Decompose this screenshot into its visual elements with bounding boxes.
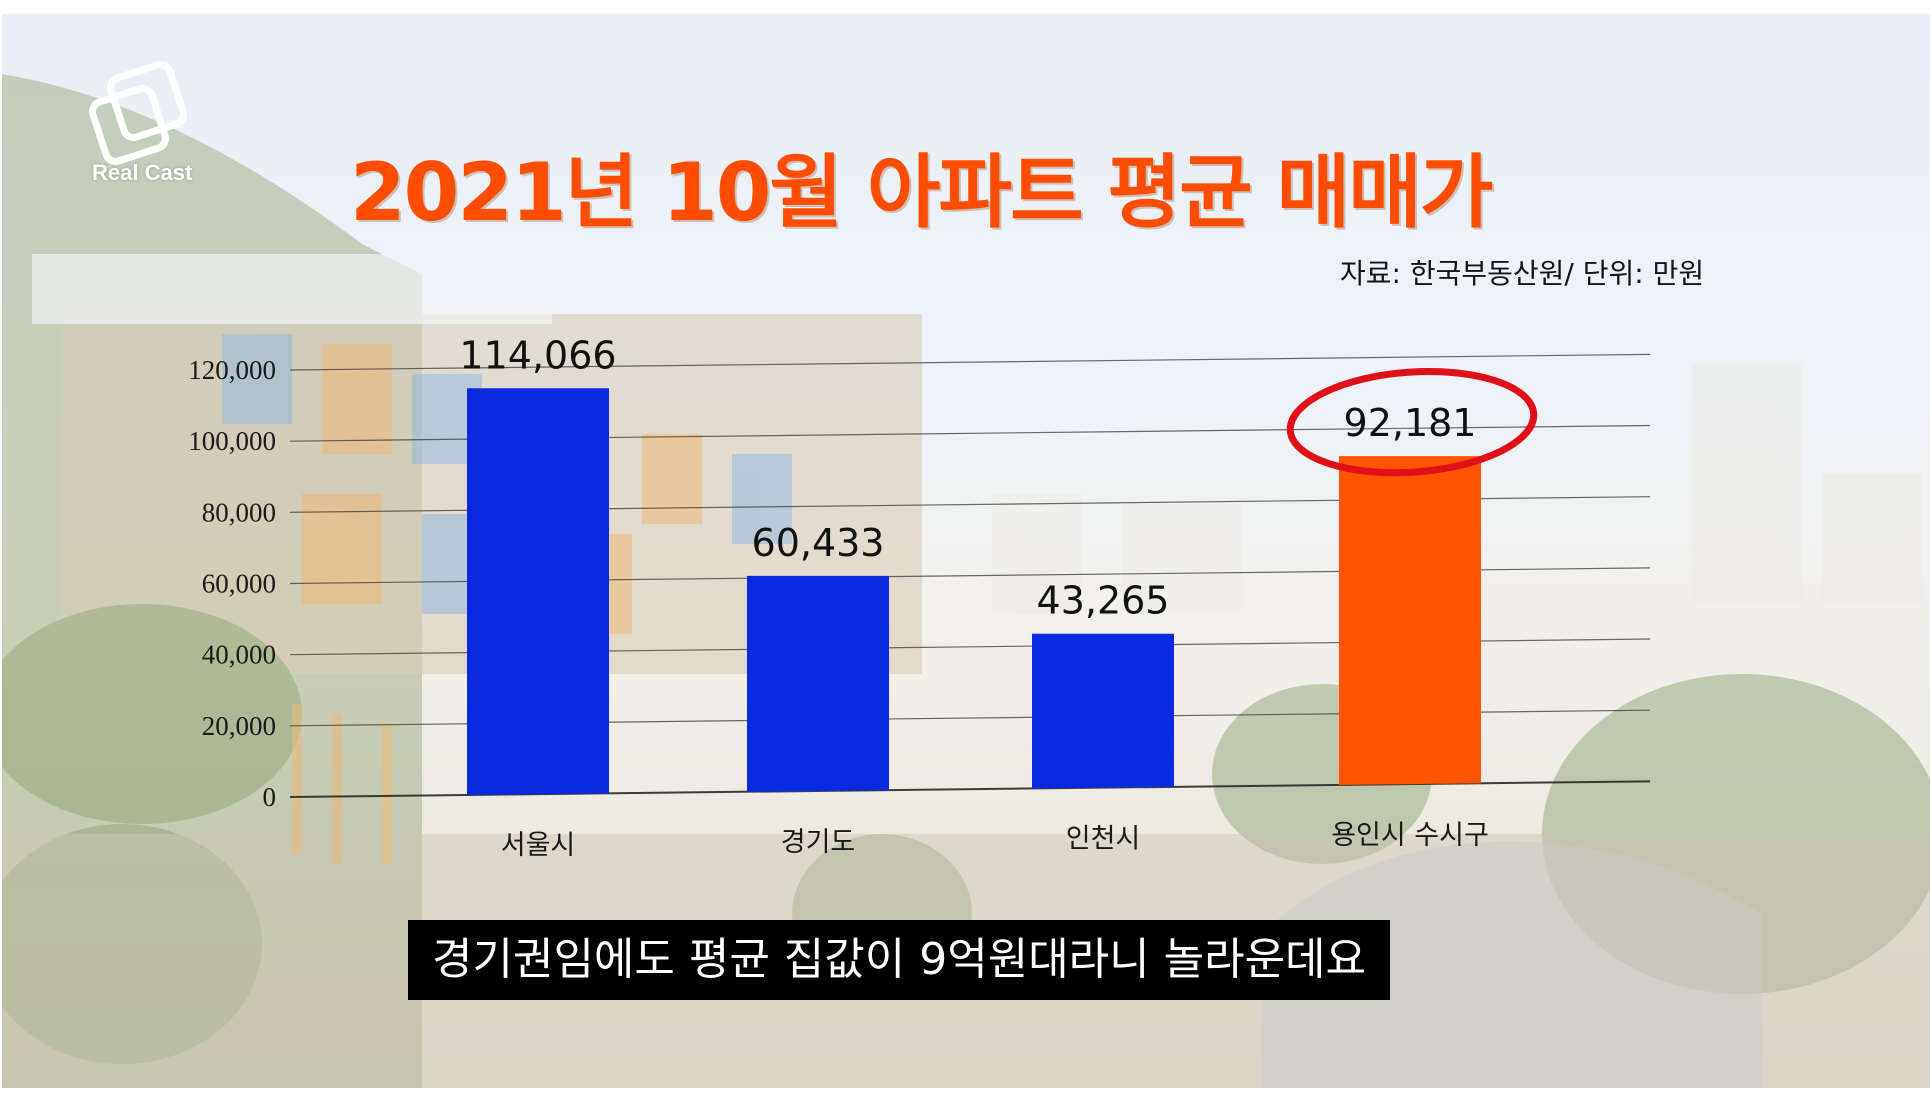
- y-tick-label: 0: [263, 782, 277, 812]
- category-label: 경기도: [781, 827, 856, 858]
- bar-highlighted: [1339, 456, 1481, 785]
- y-tick-label: 60,000: [202, 569, 276, 599]
- y-tick-label: 20,000: [202, 711, 276, 741]
- apartment-scene-illustration: [2, 74, 1930, 1088]
- background-wash: [2, 14, 1930, 1088]
- realcast-logo-icon: [89, 62, 187, 165]
- chart-title: 2021년 10월 아파트 평균 매매가: [350, 146, 1493, 239]
- bar: [747, 575, 889, 792]
- category-label: 인천시: [1066, 824, 1141, 855]
- y-tick-label: 40,000: [202, 640, 276, 670]
- bar-value-label: 43,265: [1037, 579, 1170, 623]
- bar-value-label: 92,181: [1344, 401, 1477, 445]
- y-tick-label: 80,000: [202, 497, 276, 527]
- source-note: 자료: 한국부동산원/ 단위: 만원: [1340, 257, 1705, 290]
- category-label: 용인시 수시구: [1331, 820, 1489, 851]
- gridline: [289, 353, 1651, 371]
- background-photo: [2, 14, 1930, 1088]
- logo-text: Real Cast: [92, 160, 193, 185]
- bar: [467, 388, 609, 795]
- y-tick-label: 100,000: [188, 426, 276, 456]
- category-label: 서울시: [501, 830, 576, 861]
- y-tick-label: 120,000: [188, 355, 276, 385]
- bar-value-label: 114,066: [459, 333, 616, 377]
- bar-value-label: 60,433: [752, 521, 885, 565]
- bar: [1032, 633, 1174, 789]
- subtitle-caption: 경기권임에도 평균 집값이 9억원대라니 놀라운데요: [408, 920, 1391, 1000]
- highlight-circle: [1286, 368, 1538, 477]
